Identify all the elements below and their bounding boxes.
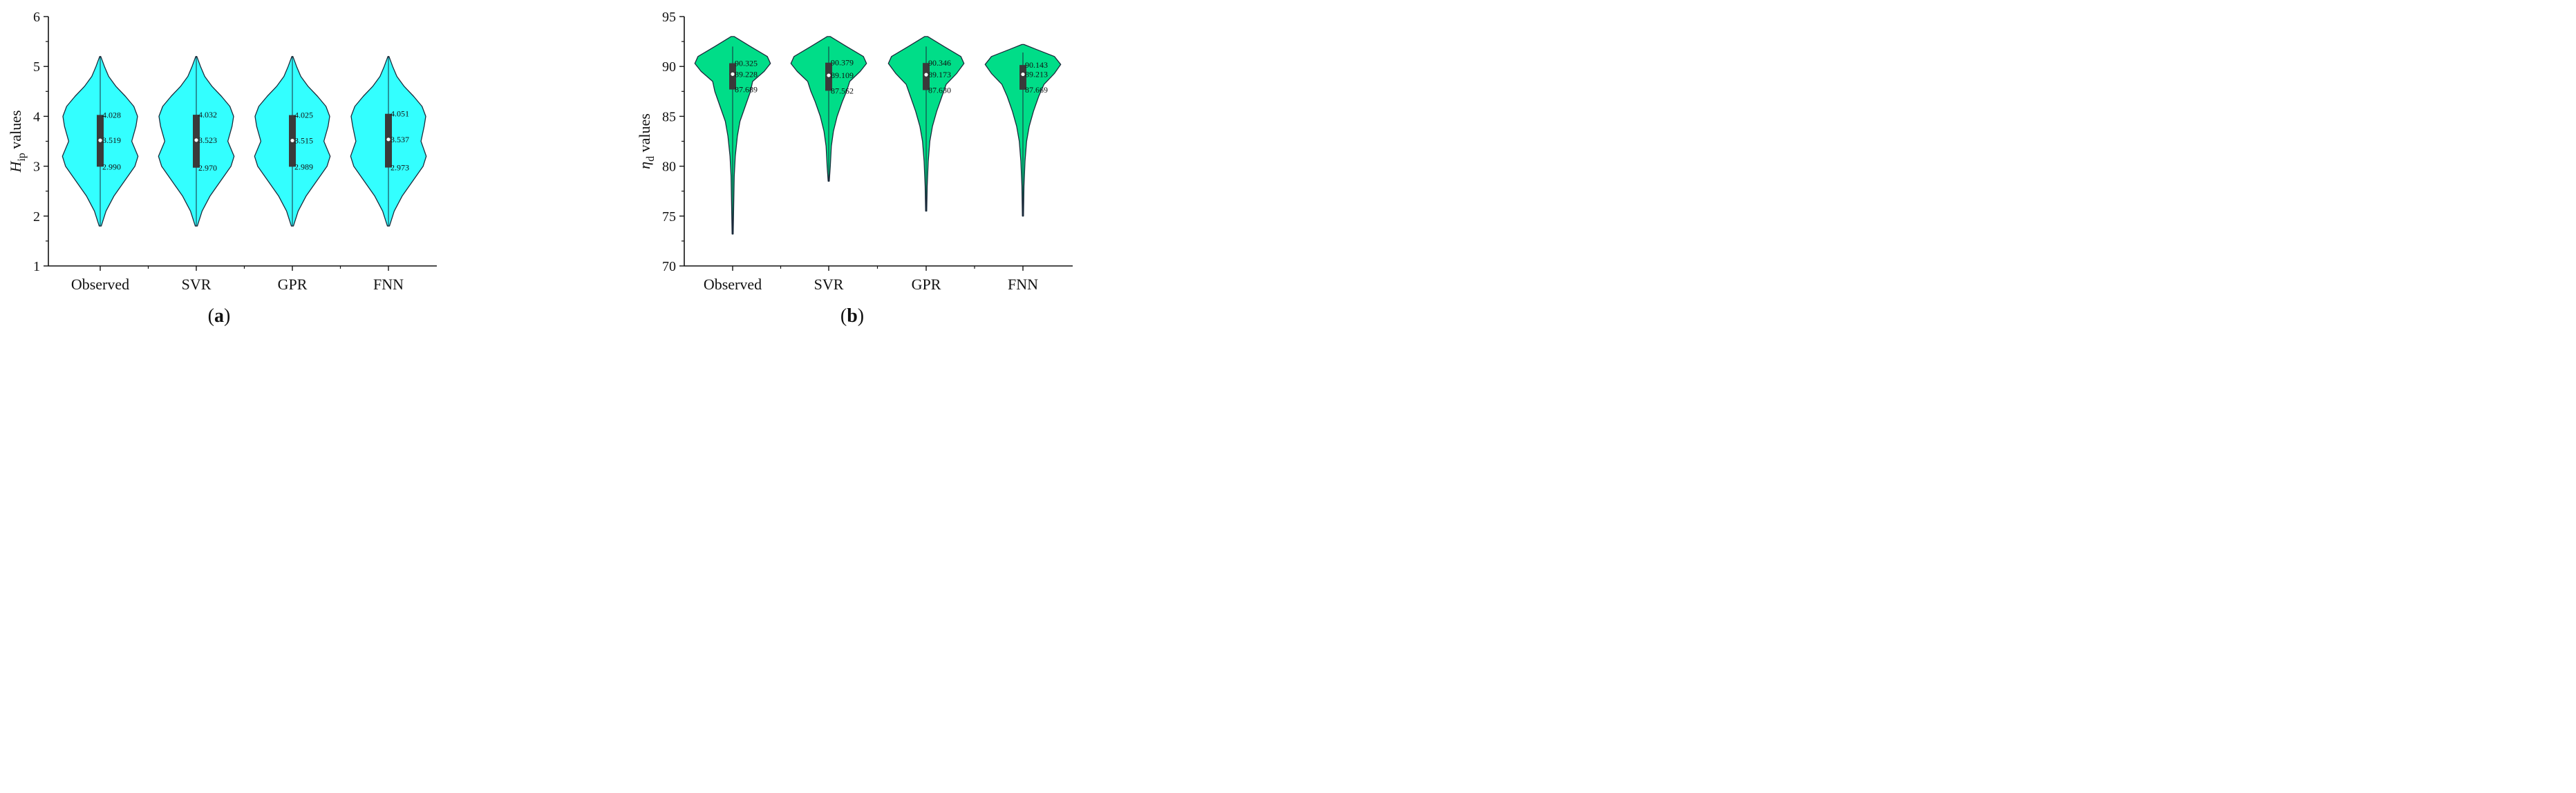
- q1-label: 2.990: [102, 162, 121, 171]
- x-tick-label: Observed: [704, 276, 762, 293]
- x-tick-label: SVR: [182, 276, 211, 293]
- median-label: 3.519: [102, 135, 121, 145]
- q3-label: 90.379: [831, 58, 854, 68]
- x-tick-label: SVR: [814, 276, 844, 293]
- y-axis-label-symbol: H: [7, 161, 24, 173]
- q3-label: 4.028: [102, 110, 121, 120]
- panel-label-open: (: [208, 305, 214, 327]
- violin-median-dot: [731, 72, 735, 76]
- q1-label: 2.989: [294, 162, 313, 171]
- median-label: 89.213: [1025, 70, 1048, 79]
- q3-label: 90.325: [735, 59, 758, 68]
- violin-median-dot: [386, 137, 391, 142]
- q3-label: 90.346: [928, 58, 951, 68]
- median-label: 3.537: [391, 135, 409, 144]
- y-axis-label-subscript: d: [645, 156, 657, 162]
- y-axis-label-subscript: ip: [16, 153, 28, 161]
- q1-label: 87.562: [831, 86, 854, 95]
- violin-gpr: 4.025 3.515 2.989: [254, 56, 331, 227]
- q3-label: 4.051: [391, 109, 409, 119]
- chart-panel-b: 70 75 80 85 90 95 Observed SVR GPR FNN 90.32589.22…: [636, 10, 1073, 327]
- q1-label: 87.630: [928, 85, 951, 95]
- panel-label-close: ): [858, 305, 864, 327]
- violin-svr: 90.379 89.109 87.562: [790, 36, 867, 182]
- y-tick-label: 2: [33, 209, 40, 224]
- violin-median-dot: [827, 73, 831, 77]
- q1-label: 87.669: [1025, 85, 1048, 95]
- y-tick-label: 75: [662, 209, 676, 224]
- violin-median-dot: [290, 138, 294, 143]
- median-label: 3.523: [198, 135, 217, 145]
- y-axis-label-text: values: [7, 110, 24, 153]
- violin-median-dot: [924, 73, 928, 77]
- panel-label-open: (: [840, 305, 847, 327]
- violin-median-dot: [194, 138, 198, 142]
- panel-label: (a): [208, 305, 231, 327]
- median-label: 89.109: [831, 70, 854, 80]
- violin-median-dot: [98, 138, 102, 142]
- y-tick-label: 80: [662, 160, 676, 175]
- y-axis-label-text: values: [636, 113, 653, 156]
- x-tick-label: Observed: [71, 276, 129, 293]
- panel-label-letter: b: [847, 305, 858, 327]
- y-tick-label: 5: [33, 59, 40, 75]
- panel-label-letter: a: [214, 305, 224, 327]
- violin-iqr-box: [729, 63, 736, 90]
- y-tick-label: 1: [33, 259, 40, 274]
- violin-iqr-box: [923, 63, 930, 90]
- median-label: 89.173: [928, 70, 951, 79]
- y-axis-label: ηd values: [636, 113, 657, 169]
- violin-gpr: 90.346 89.173 87.630: [887, 36, 965, 212]
- y-axis-label-symbol: η: [636, 162, 653, 169]
- y-tick-label: 4: [33, 109, 40, 124]
- x-tick-label: GPR: [278, 276, 308, 293]
- x-tick-label: GPR: [912, 276, 941, 293]
- q3-label: 90.143: [1025, 60, 1048, 70]
- median-label: 3.515: [294, 135, 313, 145]
- violin-svr: 4.032 3.523 2.970: [158, 56, 235, 227]
- panel-label-close: ): [224, 305, 230, 327]
- q1-label: 87.689: [735, 85, 758, 95]
- y-tick-label: 6: [33, 10, 40, 25]
- violin-observed: 4.028 3.519 2.990: [62, 56, 139, 227]
- q3-label: 4.025: [294, 111, 313, 120]
- x-tick-label: FNN: [1008, 276, 1038, 293]
- q1-label: 2.973: [391, 163, 409, 173]
- x-tick-label: FNN: [373, 276, 404, 293]
- y-tick-label: 95: [662, 10, 676, 25]
- y-tick-label: 90: [662, 59, 676, 75]
- y-tick-label: 3: [33, 160, 40, 175]
- y-tick-label: 70: [662, 259, 676, 274]
- violin-iqr-box: [1019, 65, 1026, 90]
- y-tick-label: 85: [662, 109, 676, 124]
- q1-label: 2.970: [198, 163, 217, 173]
- violin-fnn: 4.051 3.537 2.973: [350, 56, 427, 227]
- median-label: 89.228: [735, 69, 758, 79]
- panel-label: (b): [840, 305, 864, 327]
- violin-median-dot: [1021, 72, 1025, 77]
- q3-label: 4.032: [198, 110, 217, 120]
- y-axis-label: Hip values: [7, 110, 28, 173]
